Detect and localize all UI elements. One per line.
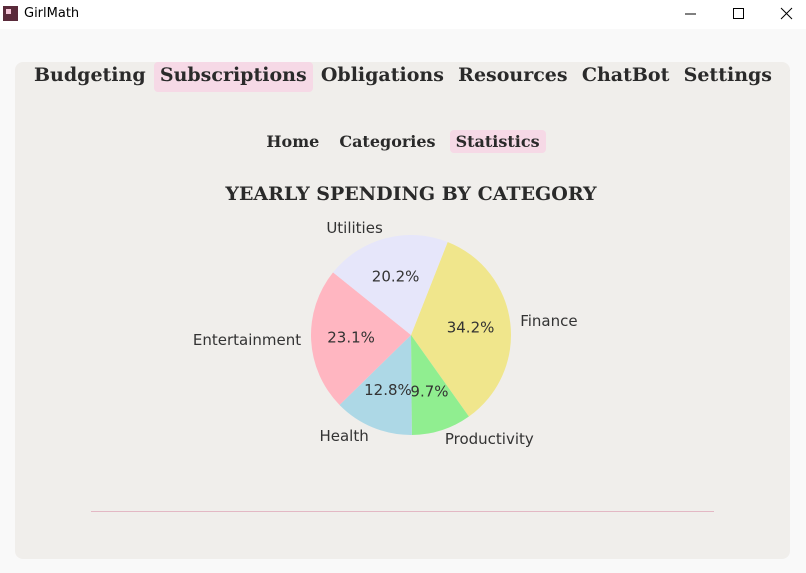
nav-tab[interactable]: Budgeting	[34, 64, 146, 86]
close-button[interactable]	[780, 7, 793, 20]
nav-tab[interactable]: Resources	[458, 64, 568, 86]
nav-tab[interactable]: Subscriptions	[153, 62, 313, 92]
maximize-button[interactable]	[733, 8, 744, 19]
window-title: GirlMath	[24, 6, 80, 21]
nav-tab[interactable]: Settings	[683, 64, 772, 86]
sub-tabs: Home Categories Statistics	[0, 130, 806, 153]
title-bar-icons	[3, 6, 793, 21]
title-bar: GirlMath	[0, 0, 806, 29]
sub-tab[interactable]: Statistics	[449, 130, 546, 153]
nav-tab[interactable]: ChatBot	[581, 64, 670, 86]
main-tabs: Budgeting Subscriptions Obligations Resourc…	[28, 62, 778, 92]
sub-tab[interactable]: Home	[266, 132, 320, 151]
sub-tab[interactable]: Categories	[339, 132, 436, 151]
nav-tab[interactable]: Obligations	[320, 64, 444, 86]
app-icon-detail	[6, 9, 11, 14]
